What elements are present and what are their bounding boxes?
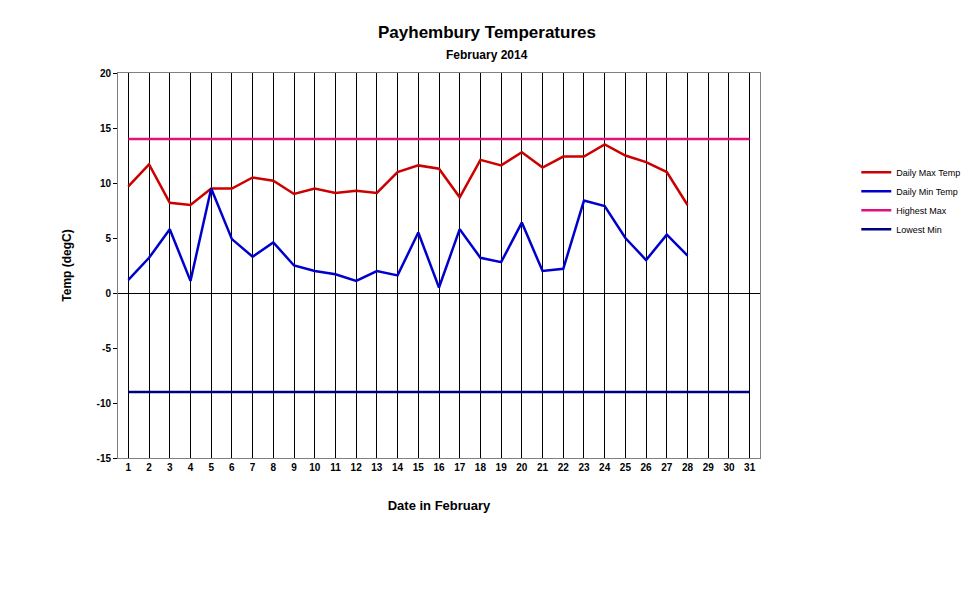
svg-text:29: 29 (703, 462, 715, 473)
svg-text:-5: -5 (102, 343, 111, 354)
svg-text:24: 24 (599, 462, 611, 473)
svg-text:13: 13 (371, 462, 383, 473)
svg-text:15: 15 (413, 462, 425, 473)
svg-text:9: 9 (291, 462, 297, 473)
svg-text:Highest Max: Highest Max (896, 206, 947, 216)
svg-text:23: 23 (578, 462, 590, 473)
svg-text:Daily Min Temp: Daily Min Temp (896, 187, 957, 197)
svg-text:February 2014: February 2014 (446, 48, 528, 62)
svg-text:4: 4 (188, 462, 194, 473)
svg-text:27: 27 (661, 462, 673, 473)
svg-text:Daily Max Temp: Daily Max Temp (896, 168, 960, 178)
svg-text:7: 7 (250, 462, 256, 473)
svg-text:6: 6 (229, 462, 235, 473)
svg-text:Payhembury Temperatures: Payhembury Temperatures (378, 23, 596, 42)
svg-text:10: 10 (100, 178, 112, 189)
svg-text:14: 14 (392, 462, 404, 473)
svg-text:3: 3 (167, 462, 173, 473)
svg-text:1: 1 (126, 462, 132, 473)
svg-text:20: 20 (516, 462, 528, 473)
svg-text:20: 20 (100, 68, 112, 79)
svg-text:10: 10 (309, 462, 321, 473)
svg-text:Lowest Min: Lowest Min (896, 225, 942, 235)
svg-text:5: 5 (208, 462, 214, 473)
svg-text:22: 22 (558, 462, 570, 473)
svg-text:Temp (degC): Temp (degC) (60, 229, 74, 301)
svg-text:28: 28 (682, 462, 694, 473)
svg-text:11: 11 (330, 462, 341, 473)
svg-text:30: 30 (723, 462, 735, 473)
svg-text:0: 0 (105, 288, 111, 299)
svg-text:21: 21 (537, 462, 549, 473)
svg-text:-10: -10 (97, 398, 112, 409)
svg-text:Date in February: Date in February (388, 498, 491, 513)
svg-text:18: 18 (475, 462, 487, 473)
svg-text:26: 26 (641, 462, 653, 473)
svg-text:31: 31 (744, 462, 756, 473)
svg-text:5: 5 (105, 233, 111, 244)
svg-text:16: 16 (433, 462, 445, 473)
svg-text:17: 17 (454, 462, 466, 473)
svg-text:2: 2 (146, 462, 152, 473)
svg-text:8: 8 (271, 462, 277, 473)
svg-text:-15: -15 (97, 453, 112, 464)
svg-text:12: 12 (351, 462, 363, 473)
svg-text:15: 15 (100, 123, 112, 134)
svg-text:25: 25 (620, 462, 632, 473)
svg-text:19: 19 (496, 462, 508, 473)
